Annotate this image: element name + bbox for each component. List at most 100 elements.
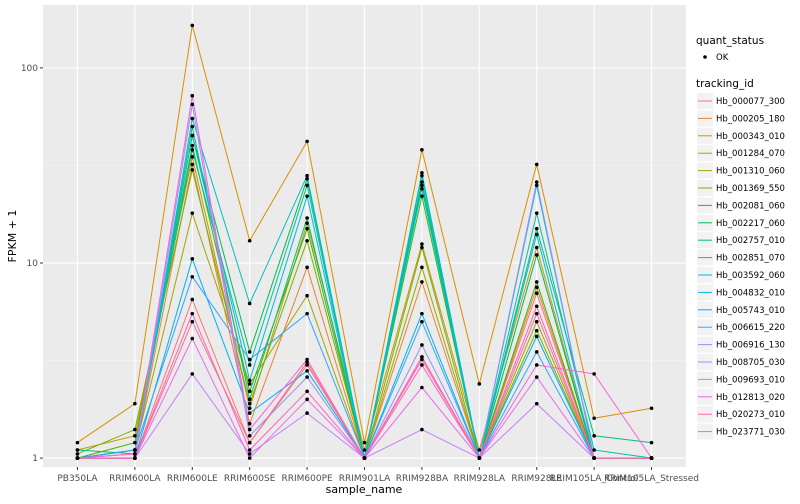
- data-point-10-8: [534, 183, 539, 188]
- data-point-3-8: [534, 245, 539, 250]
- data-point-2-7: [477, 382, 482, 386]
- data-point-19-0: [75, 456, 80, 460]
- x-tick-label-4: RRIM600PE: [281, 474, 333, 484]
- data-point-15-6: [420, 427, 424, 432]
- quant-status-items: OK: [703, 53, 729, 63]
- legend-label-17: Hb_012813_020: [716, 393, 785, 403]
- legend-label-12: Hb_005743_010: [716, 306, 785, 316]
- data-point-1-8: [534, 285, 539, 290]
- data-point-7-6: [420, 180, 424, 184]
- data-point-12-6: [420, 311, 424, 316]
- data-point-8-8: [534, 226, 539, 231]
- data-point-11-8: [534, 232, 539, 237]
- legend-title-tracking-id: tracking_id: [696, 78, 754, 90]
- legend-label-14: Hb_006916_130: [716, 341, 785, 351]
- data-point-14-4: [305, 375, 309, 379]
- data-point-15-2: [190, 372, 195, 376]
- data-point-16-6: [420, 385, 424, 390]
- data-point-1-2: [190, 162, 195, 167]
- data-point-4-8: [534, 319, 539, 324]
- data-point-9-8: [534, 211, 539, 215]
- data-point-16-2: [190, 336, 195, 341]
- legend-label-15: Hb_008705_030: [716, 358, 785, 368]
- data-point-9-3: [247, 363, 252, 367]
- data-point-19-4: [305, 360, 309, 365]
- data-point-12-4: [305, 369, 309, 373]
- data-point-10-4: [305, 173, 309, 178]
- y-tick-label-1: 10: [27, 259, 39, 269]
- x-tick-label-5: RRIM901LA: [339, 474, 391, 484]
- data-point-7-3: [247, 350, 252, 354]
- data-point-2-6: [420, 148, 424, 152]
- data-point-7-8: [534, 253, 539, 257]
- y-axis-title: FPKM + 1: [6, 210, 19, 263]
- data-point-4-3: [247, 382, 252, 386]
- data-point-2-3: [247, 238, 252, 243]
- data-point-9-6: [420, 173, 424, 178]
- data-point-2-8: [534, 162, 539, 167]
- data-point-12-3: [247, 411, 252, 415]
- quant-status-key-0: [703, 55, 707, 59]
- data-point-13-1: [133, 448, 137, 452]
- y-tick-label-0: 1: [32, 454, 38, 464]
- legend-label-2: Hb_000343_010: [716, 132, 785, 142]
- data-point-14-6: [420, 343, 424, 347]
- data-point-6-2: [190, 143, 195, 148]
- data-point-18-4: [305, 389, 309, 394]
- x-tick-label-1: RRIM600LA: [109, 474, 161, 484]
- legend-label-19: Hb_023771_030: [716, 428, 785, 438]
- legend: quant_status OK tracking_id Hb_000077_30…: [696, 35, 785, 440]
- data-point-5-0: [75, 452, 80, 456]
- legend-label-8: Hb_002757_010: [716, 236, 785, 246]
- data-point-18-6: [420, 363, 424, 367]
- data-point-14-3: [247, 434, 252, 438]
- y-axis: 1 10 100: [21, 64, 43, 464]
- data-point-10-6: [420, 170, 424, 175]
- data-point-16-3: [247, 456, 252, 460]
- data-point-4-4: [305, 293, 309, 298]
- data-point-6-6: [420, 194, 424, 198]
- data-point-17-1: [133, 452, 137, 456]
- data-point-2-5: [362, 440, 367, 445]
- legend-title-quant-status: quant_status: [696, 35, 764, 47]
- data-point-18-8: [534, 304, 539, 309]
- data-point-17-6: [420, 357, 424, 362]
- data-point-9-4: [305, 183, 309, 188]
- x-tick-label-8: RRIM928LE: [511, 474, 562, 484]
- data-point-19-7: [477, 456, 482, 460]
- data-point-2-9: [592, 416, 596, 421]
- data-point-2-10: [649, 406, 654, 411]
- data-point-13-6: [420, 319, 424, 324]
- legend-label-18: Hb_020273_010: [716, 410, 785, 420]
- data-point-5-2: [190, 168, 195, 172]
- data-point-3-5: [362, 448, 367, 452]
- data-point-13-4: [305, 311, 309, 316]
- data-point-13-2: [190, 274, 195, 279]
- data-point-0-8: [534, 291, 539, 295]
- legend-label-6: Hb_002081_060: [716, 201, 785, 211]
- data-point-0-4: [305, 363, 309, 367]
- data-point-2-4: [305, 139, 309, 144]
- data-point-3-2: [190, 155, 195, 159]
- data-point-16-4: [305, 397, 309, 402]
- data-point-8-9: [592, 434, 596, 438]
- data-point-1-3: [247, 421, 252, 426]
- data-point-17-3: [247, 427, 252, 432]
- data-point-12-2: [190, 257, 195, 261]
- x-tick-label-10: RRIM105LA_Stressed: [604, 474, 699, 484]
- data-point-10-2: [190, 116, 195, 121]
- data-point-5-3: [247, 401, 252, 406]
- data-point-0-2: [190, 297, 195, 302]
- data-point-6-8: [534, 280, 539, 284]
- legend-label-10: Hb_003592_060: [716, 271, 785, 281]
- data-point-2-2: [190, 23, 195, 28]
- data-point-15-4: [305, 411, 309, 415]
- x-tick-label-2: RRIM600LE: [167, 474, 218, 484]
- data-point-15-3: [247, 452, 252, 456]
- y-tick-label-2: 100: [21, 64, 38, 74]
- data-point-16-8: [534, 375, 539, 379]
- data-point-5-1: [133, 427, 137, 432]
- data-point-5-4: [305, 238, 309, 243]
- data-point-15-8: [534, 401, 539, 406]
